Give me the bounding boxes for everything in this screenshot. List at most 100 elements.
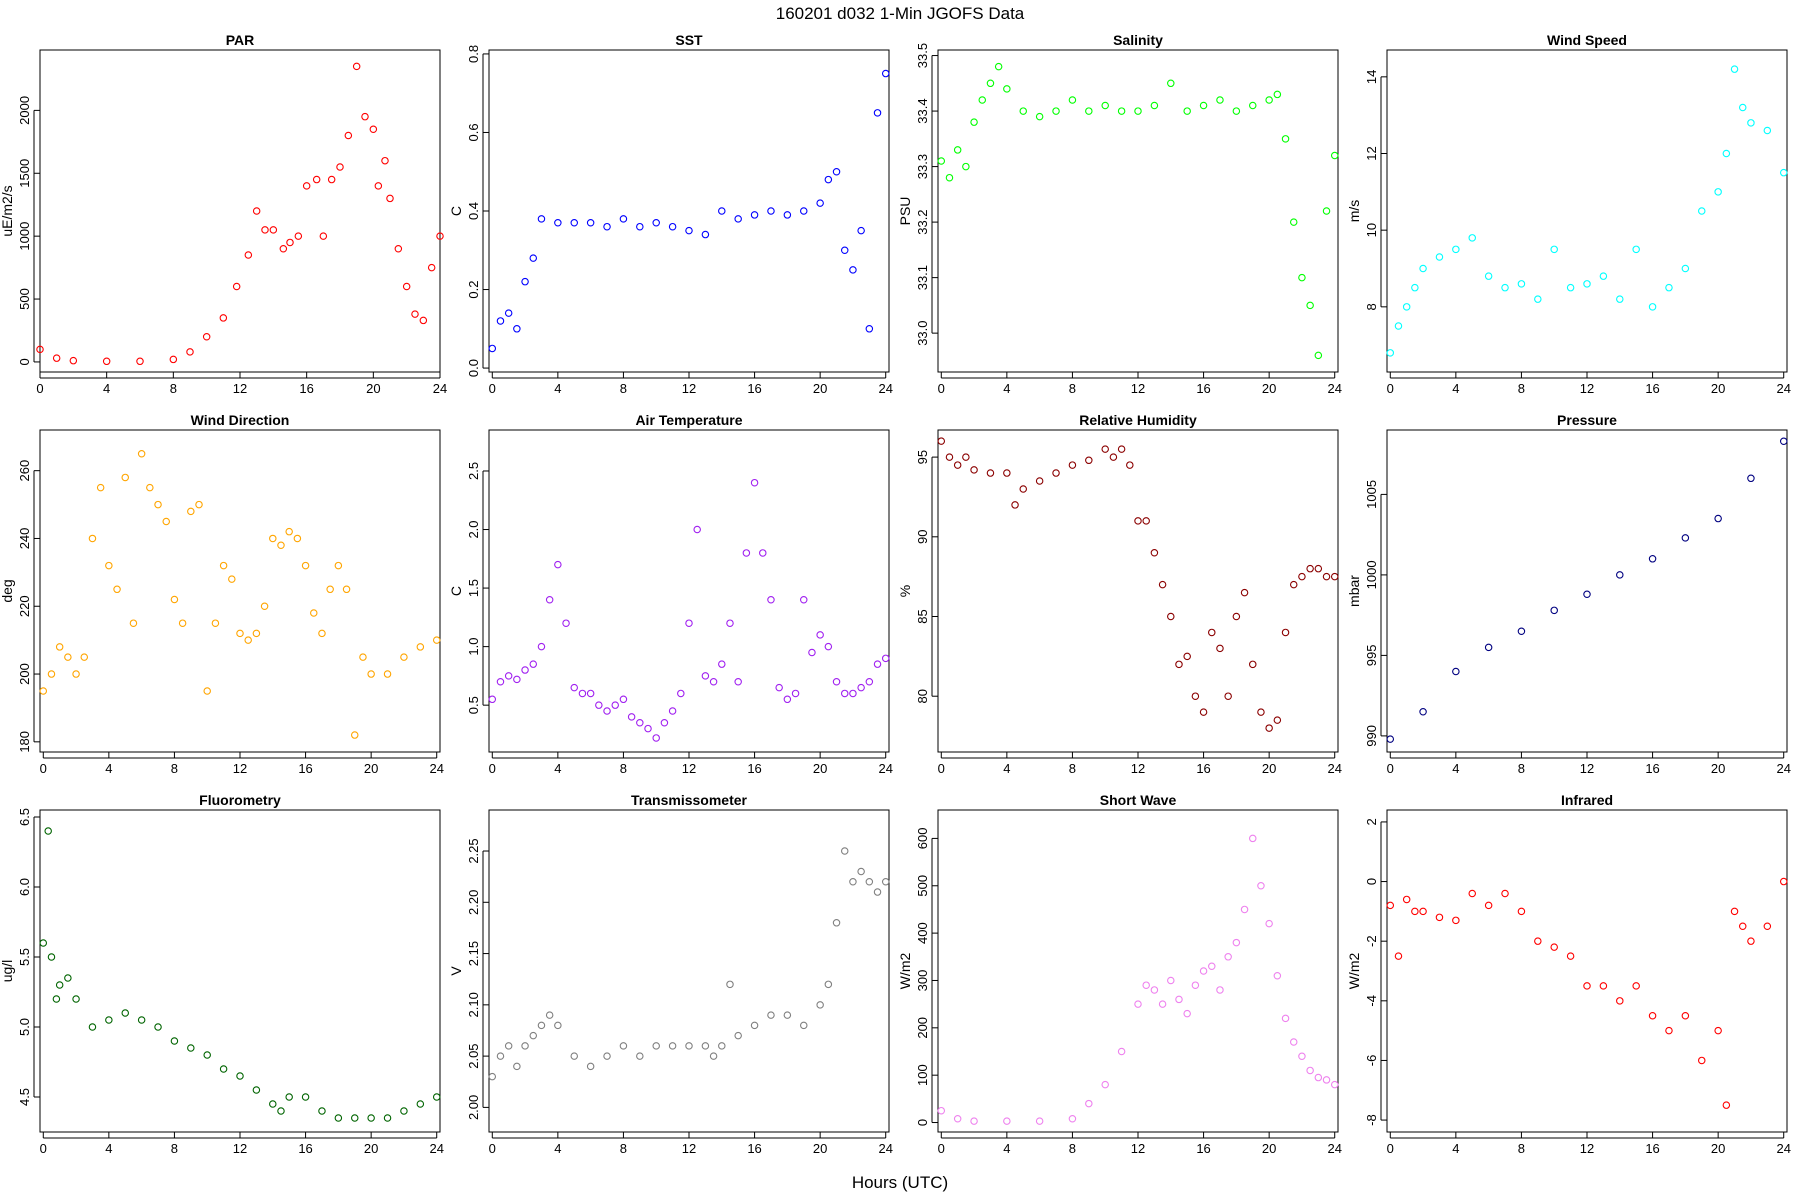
salinity-point xyxy=(1068,96,1077,104)
relative_humidity-point xyxy=(1273,716,1282,724)
short_wave-ytick-label: 600 xyxy=(915,828,930,850)
short_wave-ytick-label: 100 xyxy=(915,1064,930,1086)
air_temperature-point xyxy=(767,596,775,604)
relative_humidity-point xyxy=(1208,628,1216,637)
transmissometer-xtick-label: 0 xyxy=(489,1141,496,1156)
infrared-ytick-label: 2 xyxy=(1364,818,1379,825)
wind_speed-point xyxy=(1394,322,1403,330)
infrared-ytick-label: -8 xyxy=(1364,1114,1379,1126)
transmissometer-point xyxy=(636,1052,644,1060)
air_temperature-point xyxy=(529,660,538,668)
relative_humidity-point xyxy=(1330,572,1339,581)
fluorometry-xtick-label: 20 xyxy=(364,1141,378,1156)
short_wave-ytick-label: 500 xyxy=(915,875,930,897)
wind_speed-points xyxy=(1386,65,1788,357)
transmissometer-point xyxy=(816,1001,824,1009)
air_temperature-ytick-label: 1.0 xyxy=(466,638,481,656)
fluorometry-point xyxy=(187,1044,195,1052)
transmissometer-point xyxy=(750,1021,759,1030)
short_wave-point xyxy=(953,1114,962,1123)
relative_humidity-point xyxy=(1224,692,1232,700)
wind_direction-point xyxy=(154,500,162,509)
transmissometer-point xyxy=(873,888,882,896)
wind_direction-point xyxy=(178,619,187,627)
fluorometry-point xyxy=(47,953,56,961)
wind_direction-point xyxy=(72,670,80,678)
wind_direction-point xyxy=(383,670,392,678)
fluorometry-panel: Fluorometry ug/l 0 4 8 12 16 20 24 4.5 5.0 5.5 6.0 6.… xyxy=(0,792,444,1156)
sst-point xyxy=(881,69,890,78)
transmissometer-xtick-label: 24 xyxy=(878,1141,892,1156)
fluorometry-point xyxy=(236,1072,244,1080)
salinity-point xyxy=(962,162,970,171)
infrared-point xyxy=(1722,1101,1731,1109)
fluorometry-point xyxy=(44,827,52,835)
salinity-xtick-label: 16 xyxy=(1196,381,1210,396)
salinity-point xyxy=(1306,301,1314,310)
infrared-point xyxy=(1550,943,1558,951)
transmissometer-ytick-label: 2.10 xyxy=(466,992,481,1017)
air_temperature-point xyxy=(718,660,726,668)
short_wave-point xyxy=(1298,1052,1306,1060)
relative_humidity-title: Relative Humidity xyxy=(1079,412,1197,428)
transmissometer-point xyxy=(800,1021,808,1030)
relative_humidity-point xyxy=(970,466,978,474)
relative_humidity-point xyxy=(1216,644,1224,653)
wind_speed-point xyxy=(1534,295,1542,303)
wind_direction-point xyxy=(96,483,105,492)
wind_speed-ytick-label: 12 xyxy=(1364,146,1379,160)
transmissometer-point xyxy=(832,919,841,927)
wind_speed-point xyxy=(1779,168,1788,177)
par-point xyxy=(244,251,253,259)
short_wave-ytick-label: 400 xyxy=(915,922,930,944)
infrared-panel: Infrared W/m2 0 4 8 12 16 20 24 -8 -6 -4 -2 0 2 xyxy=(1346,792,1791,1156)
sst-point xyxy=(849,266,857,274)
salinity-point xyxy=(1035,112,1044,121)
fluorometry-point xyxy=(88,1023,97,1031)
transmissometer-ytick-label: 2.25 xyxy=(466,838,481,863)
air_temperature-ytick-label: 1.5 xyxy=(466,579,481,597)
air_temperature-ytick-label: 2.0 xyxy=(466,520,481,538)
sst-point xyxy=(840,246,849,255)
wind_speed-point xyxy=(1632,245,1640,254)
sst-ytick-label: 0.4 xyxy=(466,202,481,220)
relative_humidity-point xyxy=(1019,485,1027,493)
par-xtick-label: 12 xyxy=(233,381,247,396)
fluorometry-point xyxy=(367,1114,375,1122)
short_wave-point xyxy=(1158,1000,1167,1008)
air_temperature-point xyxy=(586,689,595,698)
air_temperature-point xyxy=(578,689,587,698)
air_temperature-point xyxy=(677,689,685,698)
fluorometry-points xyxy=(39,827,441,1122)
wind_speed-point xyxy=(1599,272,1608,280)
short_wave-point xyxy=(1199,967,1208,975)
sst-xtick-label: 24 xyxy=(878,381,892,396)
relative_humidity-xtick-label: 24 xyxy=(1327,761,1341,776)
salinity-point xyxy=(1265,96,1273,104)
infrared-point xyxy=(1411,907,1419,916)
relative_humidity-xtick-label: 20 xyxy=(1262,761,1276,776)
pressure-ytick-label: 990 xyxy=(1364,725,1379,747)
sst-title: SST xyxy=(675,32,703,48)
wind_direction-point xyxy=(244,636,252,644)
fluorometry-point xyxy=(203,1051,211,1059)
fluorometry-point xyxy=(154,1023,162,1031)
wind_speed-point xyxy=(1402,303,1411,311)
relative_humidity-point xyxy=(1306,564,1314,573)
fluorometry-point xyxy=(432,1093,441,1101)
sst-point xyxy=(750,211,759,219)
infrared-ytick-label: -2 xyxy=(1364,935,1379,947)
wind_speed-point xyxy=(1747,119,1755,127)
relative_humidity-point xyxy=(1257,708,1265,716)
wind_speed-point xyxy=(1681,264,1690,273)
air_temperature-point xyxy=(865,677,874,686)
sst-point xyxy=(488,344,497,353)
salinity-xtick-label: 12 xyxy=(1131,381,1145,396)
salinity-point xyxy=(953,146,962,154)
wind_direction-point xyxy=(195,500,203,509)
air_temperature-point xyxy=(570,683,578,692)
fluorometry-point xyxy=(416,1100,425,1108)
infrared-ytick-label: 0 xyxy=(1364,878,1379,885)
pressure-point xyxy=(1517,627,1526,635)
